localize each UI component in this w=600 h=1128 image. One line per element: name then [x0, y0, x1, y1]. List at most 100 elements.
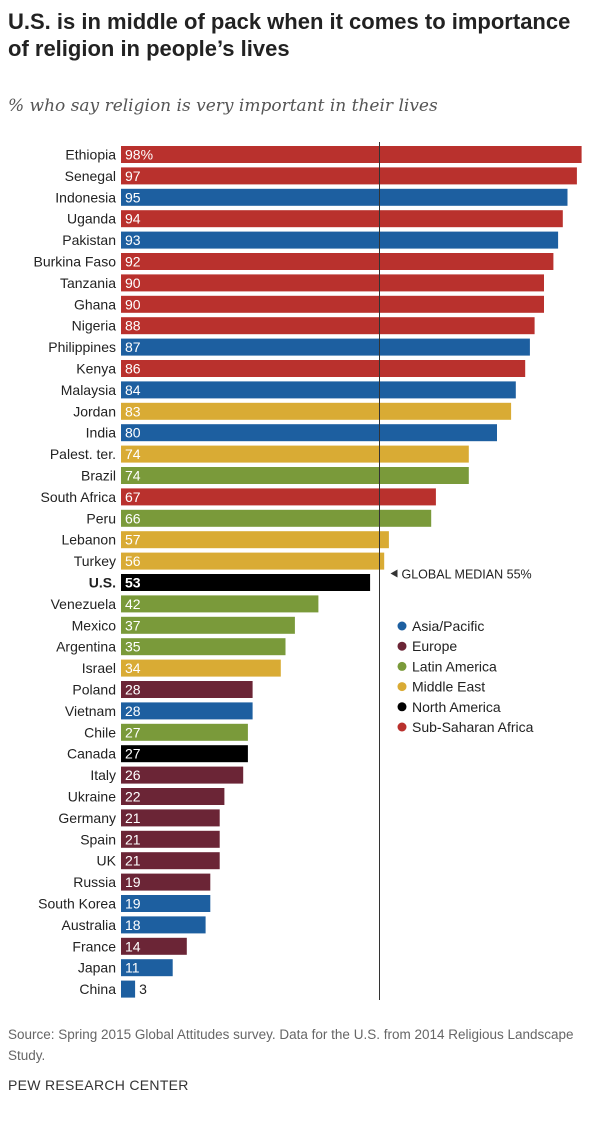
value-label: 21: [125, 810, 141, 826]
value-label: 14: [125, 938, 141, 954]
bar: [121, 188, 568, 206]
bar: [121, 852, 220, 870]
category-label: Spain: [80, 831, 116, 847]
bar: [121, 531, 389, 549]
category-label: South Korea: [38, 896, 116, 912]
value-label: 67: [125, 489, 141, 505]
category-label: Vietnam: [65, 703, 116, 719]
legend-swatch: [397, 722, 407, 732]
category-label: Lebanon: [61, 532, 116, 548]
value-label: 26: [125, 767, 141, 783]
value-label: 27: [125, 724, 141, 740]
bar: [121, 873, 211, 891]
chart-title: U.S. is in middle of pack when it comes …: [8, 9, 571, 61]
bar: [121, 638, 286, 656]
value-label: 28: [125, 682, 141, 698]
value-label: 90: [125, 275, 141, 291]
category-label: Nigeria: [72, 318, 117, 334]
category-label: Ghana: [74, 296, 116, 312]
bar: [121, 595, 319, 613]
category-label: Ethiopia: [65, 147, 116, 163]
category-label: Turkey: [74, 553, 116, 569]
category-label: Italy: [90, 767, 116, 783]
bar: [121, 959, 173, 977]
category-label: Malaysia: [61, 382, 116, 398]
legend-label: North America: [412, 699, 501, 715]
value-label: 56: [125, 553, 141, 569]
bar: [121, 659, 281, 677]
legend-swatch: [397, 682, 407, 692]
category-label: Peru: [86, 510, 116, 526]
bar: [121, 681, 253, 698]
bar: [121, 402, 512, 420]
value-label: 74: [125, 468, 141, 484]
value-label: 57: [125, 532, 141, 548]
value-label: 88: [125, 318, 141, 334]
category-label: Argentina: [56, 639, 116, 655]
category-label: Jordan: [73, 403, 116, 419]
chart-subtitle: % who say religion is very important in …: [8, 96, 438, 116]
bar: [121, 381, 516, 399]
category-label: Kenya: [76, 361, 116, 377]
bar: [121, 702, 253, 720]
bar: [121, 766, 244, 784]
category-label: Philippines: [48, 339, 116, 355]
bar: [121, 317, 535, 335]
value-label: 28: [125, 703, 141, 719]
value-label: 86: [125, 361, 141, 377]
category-label: India: [86, 425, 117, 441]
legend-swatch: [397, 641, 407, 651]
bar: [121, 424, 497, 442]
legend-swatch: [397, 621, 407, 631]
value-label: 11: [125, 960, 140, 976]
category-label: Palest. ter.: [50, 446, 116, 462]
bar: [121, 509, 432, 527]
bar: [121, 231, 559, 249]
category-label: Poland: [72, 682, 116, 698]
category-label: France: [72, 938, 116, 954]
value-label: 19: [125, 874, 141, 890]
bar: [121, 167, 577, 185]
bar: [121, 830, 220, 848]
legend-label: Europe: [412, 638, 457, 654]
value-label: 21: [125, 853, 141, 869]
category-label: Senegal: [65, 168, 116, 184]
source-note: Source: Spring 2015 Global Attitudes sur…: [8, 1027, 574, 1063]
value-label: 84: [125, 382, 141, 398]
legend-label: Middle East: [412, 679, 485, 695]
category-label: South Africa: [41, 489, 117, 505]
bar: [121, 274, 544, 292]
value-label: 90: [125, 296, 141, 312]
value-label: 74: [125, 446, 141, 462]
legend-swatch: [397, 702, 407, 712]
value-label: 22: [125, 789, 141, 805]
value-label: 97: [125, 168, 141, 184]
bar: [121, 445, 469, 463]
value-label: 80: [125, 425, 141, 441]
category-label: Japan: [78, 960, 116, 976]
category-label: Russia: [73, 874, 116, 890]
value-label: 19: [125, 896, 141, 912]
category-label: Chile: [84, 724, 116, 740]
bar: [121, 980, 136, 998]
category-label: Canada: [67, 746, 116, 762]
legend-label: Sub-Saharan Africa: [412, 719, 534, 735]
median-label: GLOBAL MEDIAN 55%: [402, 568, 532, 582]
value-label: 35: [125, 639, 141, 655]
category-label: U.S.: [89, 575, 116, 591]
category-label: Indonesia: [55, 189, 116, 205]
category-label: Mexico: [72, 617, 117, 633]
bar: [121, 338, 530, 356]
value-label: 92: [125, 254, 141, 270]
bar: [121, 788, 225, 805]
organization-credit: PEW RESEARCH CENTER: [8, 1077, 189, 1093]
bar: [121, 937, 187, 955]
value-label: 98%: [125, 147, 153, 163]
category-label: UK: [97, 853, 117, 869]
value-label: 87: [125, 339, 141, 355]
bar: [121, 809, 220, 827]
value-label: 27: [125, 746, 141, 762]
value-label: 37: [125, 617, 141, 633]
value-label: 3: [139, 981, 147, 997]
category-label: Brazil: [81, 468, 116, 484]
